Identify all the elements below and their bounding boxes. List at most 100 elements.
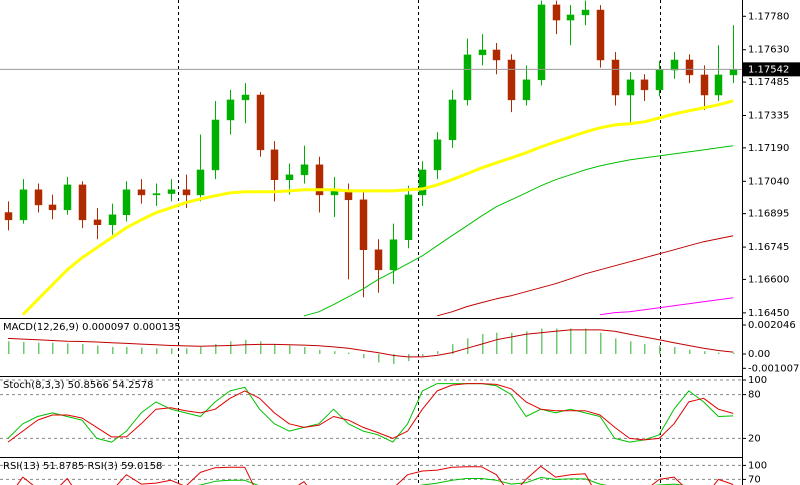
histogram-bar xyxy=(215,344,217,355)
y-tick-label: 70 xyxy=(748,474,761,485)
histogram-bar xyxy=(156,348,158,355)
histogram-bar xyxy=(274,344,276,355)
candle-body xyxy=(285,174,294,180)
candle-body xyxy=(492,49,501,61)
histogram-bar xyxy=(348,352,350,355)
candle-body xyxy=(404,194,413,240)
y-tick-label: 1.16895 xyxy=(748,209,789,220)
candle-body xyxy=(463,54,472,101)
candle-body xyxy=(478,49,487,56)
indicator-line xyxy=(16,465,734,485)
y-tick-label: 1.17190 xyxy=(748,143,789,154)
current-price-label: 1.17542 xyxy=(748,64,789,75)
histogram-bar xyxy=(496,332,498,355)
candle-body xyxy=(48,204,57,211)
candle-body xyxy=(552,4,561,21)
histogram-bar xyxy=(304,346,306,355)
histogram-bar xyxy=(556,328,558,355)
candle-body xyxy=(34,189,43,206)
candle-body xyxy=(63,184,72,211)
candle-body xyxy=(448,99,457,141)
candle-body xyxy=(581,9,590,16)
candle-body xyxy=(507,59,516,101)
candle-body xyxy=(270,149,279,180)
y-tick-label: 1.16450 xyxy=(748,308,789,319)
histogram-bar xyxy=(659,345,661,355)
candle-body xyxy=(700,74,709,96)
histogram-bar xyxy=(570,328,572,355)
y-tick-label: 0.002046 xyxy=(748,320,796,331)
histogram-bar xyxy=(674,346,676,355)
histogram-bar xyxy=(23,341,25,355)
indicator-line xyxy=(7,383,734,443)
panel xyxy=(4,0,738,317)
candle-body xyxy=(596,9,605,61)
y-tick-label: 1.17040 xyxy=(748,176,789,187)
candle-body xyxy=(196,169,205,196)
histogram-bar xyxy=(97,345,99,355)
histogram-bar xyxy=(260,341,262,355)
histogram-bar xyxy=(704,351,706,355)
candle-body xyxy=(374,249,383,271)
candle-body xyxy=(108,214,117,226)
candle-body xyxy=(566,14,575,21)
y-tick-label: 80 xyxy=(748,390,761,401)
histogram-bar xyxy=(171,348,173,355)
candle-body xyxy=(152,193,161,196)
histogram-bar xyxy=(585,328,587,355)
y-tick-label: 20 xyxy=(748,433,761,444)
histogram-bar xyxy=(378,354,380,363)
y-tick-label: -0.001007 xyxy=(748,363,799,374)
histogram-bar xyxy=(615,338,617,355)
histogram-bar xyxy=(82,344,84,355)
histogram-bar xyxy=(733,352,735,355)
indicator-line xyxy=(303,145,734,317)
indicator-line xyxy=(7,329,734,358)
candle-body xyxy=(182,189,191,196)
y-tick-label: 1.16600 xyxy=(748,274,789,285)
y-tick-label: 1.17485 xyxy=(748,77,789,88)
histogram-bar xyxy=(186,348,188,355)
y-tick-label: 1.16745 xyxy=(748,242,789,253)
histogram-bar xyxy=(334,351,336,355)
candle-body xyxy=(19,189,28,221)
candle-body xyxy=(685,59,694,76)
candle-body xyxy=(418,169,427,196)
histogram-bar xyxy=(112,346,114,355)
indicator-title: Stoch(8,3,3) 50.8566 54.2578 xyxy=(3,380,154,391)
candle-body xyxy=(137,189,146,196)
histogram-bar xyxy=(511,332,513,355)
histogram-bar xyxy=(319,349,321,355)
indicator-line xyxy=(7,383,734,443)
histogram-bar xyxy=(289,345,291,355)
y-tick-label: 1.17335 xyxy=(748,111,789,122)
current-price-box xyxy=(743,62,800,77)
candle-body xyxy=(359,199,368,251)
candle-body xyxy=(256,94,265,151)
y-tick-label: 1.17630 xyxy=(748,45,789,56)
histogram-bar xyxy=(600,332,602,355)
candle-body xyxy=(537,4,546,81)
candle-body xyxy=(241,94,250,101)
candle-body xyxy=(211,119,220,171)
candle-body xyxy=(729,69,738,76)
histogram-bar xyxy=(126,346,128,355)
histogram-bar xyxy=(245,339,247,355)
candle-body xyxy=(300,164,309,176)
histogram-bar xyxy=(141,347,143,355)
candle-body xyxy=(522,79,531,101)
histogram-bar xyxy=(526,331,528,355)
candle-body xyxy=(714,74,723,96)
histogram-bar xyxy=(408,354,410,362)
histogram-bar xyxy=(452,344,454,355)
histogram-bar xyxy=(38,342,40,355)
candle-body xyxy=(226,99,235,121)
candle-body xyxy=(670,59,679,71)
panel-borders xyxy=(0,0,743,485)
histogram-bar xyxy=(467,338,469,355)
indicator-line xyxy=(599,297,734,316)
histogram-bar xyxy=(422,354,424,357)
